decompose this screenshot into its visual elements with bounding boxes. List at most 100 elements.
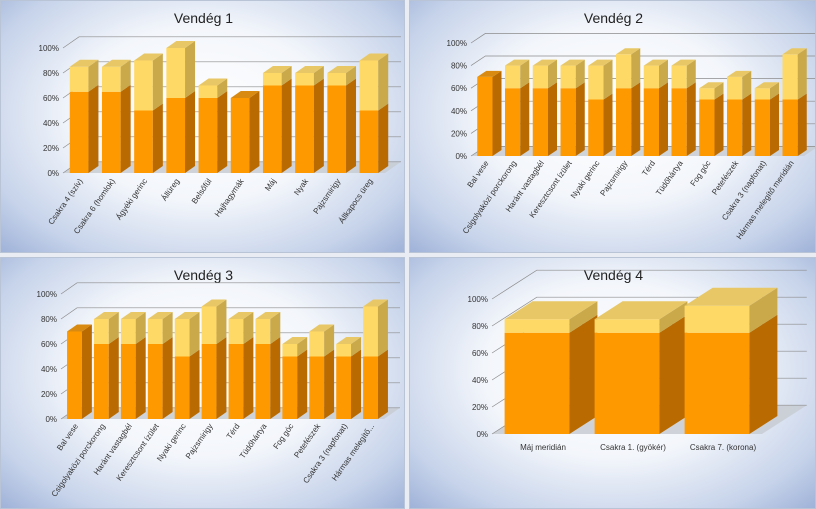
bar-side bbox=[659, 82, 669, 156]
bar-side bbox=[243, 337, 254, 419]
y-tick-label: 0% bbox=[47, 169, 59, 178]
bar-side bbox=[749, 314, 778, 434]
bar-group-keresztcsont-izulet bbox=[147, 312, 173, 419]
bar-group-csakra-4-sziv bbox=[69, 59, 99, 173]
bar-group-pajzsmirigy bbox=[201, 299, 227, 419]
bar-segment-2 bbox=[134, 60, 153, 111]
bar-top bbox=[93, 312, 119, 319]
y-tick-label: 0% bbox=[476, 430, 488, 439]
bar-side bbox=[217, 91, 228, 173]
x-tick-label: Tüdőhártya bbox=[654, 159, 685, 198]
bar-segment-1 bbox=[359, 110, 379, 173]
bar-side bbox=[346, 78, 357, 173]
bar-segment-2 bbox=[309, 331, 325, 357]
bar-segment-2 bbox=[671, 65, 687, 89]
y-tick-label: 20% bbox=[43, 144, 59, 153]
bar-group-terd bbox=[228, 312, 254, 419]
x-tick-label: Tüdőhártya bbox=[238, 422, 269, 461]
bar-top bbox=[615, 48, 641, 55]
bar-side bbox=[81, 324, 92, 419]
bar-group-harant-vastagbel bbox=[120, 312, 146, 419]
y-tick-label: 40% bbox=[41, 365, 57, 374]
bar-top bbox=[532, 59, 558, 66]
bar-group-allureg bbox=[166, 41, 196, 173]
bar-top bbox=[174, 312, 200, 319]
bar-side bbox=[346, 66, 357, 86]
bar-side bbox=[108, 337, 119, 419]
chart-vendeg-1: Vendég 10%20%40%60%80%100%Csakra 4 (szív… bbox=[39, 10, 401, 236]
bar-side bbox=[313, 66, 324, 86]
y-tick-label: 40% bbox=[472, 376, 488, 385]
bar-side bbox=[378, 103, 389, 173]
x-tick-label: Hármas melegítő meridián bbox=[735, 159, 796, 241]
bar-side bbox=[686, 82, 696, 156]
bar-side bbox=[378, 53, 389, 111]
bar-segment-2 bbox=[120, 319, 136, 344]
x-tick-label: Pajzsmirigy bbox=[184, 422, 215, 461]
bar-side bbox=[243, 312, 254, 344]
gridline bbox=[62, 36, 401, 49]
bar-segment-2 bbox=[282, 344, 298, 357]
gridline bbox=[60, 307, 400, 320]
y-tick-label: 60% bbox=[43, 94, 59, 103]
bar-segment-1 bbox=[643, 88, 660, 156]
y-tick-label: 100% bbox=[447, 39, 467, 48]
chart-panel-vendeg-1: Vendég 1 0% 20% 40% 60% 80% 100% Csakra 4 (szív… bbox=[0, 0, 405, 253]
bar-group-tudohartya bbox=[671, 59, 696, 156]
x-tick-label: Térd bbox=[640, 159, 657, 178]
bar-group-csakra-3-napfonat bbox=[336, 337, 362, 419]
bar-side bbox=[297, 349, 308, 419]
bar-side bbox=[152, 103, 163, 173]
bar-side bbox=[520, 59, 530, 89]
bar-top bbox=[336, 337, 362, 344]
bar-segment-1 bbox=[295, 85, 314, 173]
bar-group-csakra-1-gyoker bbox=[594, 301, 688, 434]
y-tick-label: 100% bbox=[468, 295, 488, 304]
bar-side bbox=[569, 301, 598, 333]
bar-segment-2 bbox=[336, 344, 352, 357]
bar-top bbox=[230, 91, 260, 98]
bar-segment-2 bbox=[504, 65, 521, 89]
y-tick-label: 80% bbox=[451, 62, 467, 71]
bar-segment-2 bbox=[643, 65, 660, 89]
bar-segment-1 bbox=[147, 344, 163, 419]
bar-segment-2 bbox=[615, 54, 632, 89]
y-tick-label: 100% bbox=[37, 290, 57, 299]
bar-segment-1 bbox=[67, 331, 82, 419]
x-tick-label: Térd bbox=[225, 422, 242, 441]
bar-side bbox=[631, 48, 641, 89]
bar-group-hajhagymak bbox=[230, 91, 260, 173]
bar-segment-2 bbox=[228, 319, 244, 344]
bar-segment-1 bbox=[230, 98, 250, 173]
x-tick-label: Ágyéki gerinc bbox=[114, 177, 149, 222]
bar-segment-2 bbox=[69, 66, 89, 92]
y-tick-label: 0% bbox=[45, 415, 57, 424]
bar-group-allkapocs-ureg bbox=[359, 53, 389, 173]
bar-segment-2 bbox=[504, 319, 570, 333]
bar-top bbox=[699, 82, 724, 89]
bar-segment-2 bbox=[532, 65, 549, 89]
bar-side bbox=[575, 82, 585, 156]
bar-top bbox=[782, 48, 807, 55]
bar-segment-2 bbox=[93, 319, 109, 344]
bar-segment-1 bbox=[201, 344, 217, 419]
bar-group-csakra-3-napfonat bbox=[754, 82, 780, 156]
bar-top bbox=[198, 78, 228, 86]
bar-top bbox=[295, 66, 324, 73]
bar-top bbox=[363, 299, 388, 307]
bar-segment-2 bbox=[363, 306, 378, 357]
bar-segment-1 bbox=[336, 356, 352, 419]
bar-segment-2 bbox=[101, 66, 121, 92]
bar-segment-1 bbox=[166, 98, 186, 173]
bar-segment-1 bbox=[504, 88, 521, 156]
y-tick-label: 20% bbox=[472, 403, 488, 412]
x-tick-label: Fog góc bbox=[689, 159, 713, 188]
y-tick-label: 60% bbox=[41, 340, 57, 349]
bar-side bbox=[108, 312, 119, 344]
bar-segment-2 bbox=[699, 88, 715, 100]
bar-segment-1 bbox=[588, 99, 604, 156]
x-tick-label: Pajzsmirigy bbox=[598, 159, 629, 198]
bar-segment-2 bbox=[166, 48, 186, 98]
bar-top bbox=[134, 53, 163, 61]
